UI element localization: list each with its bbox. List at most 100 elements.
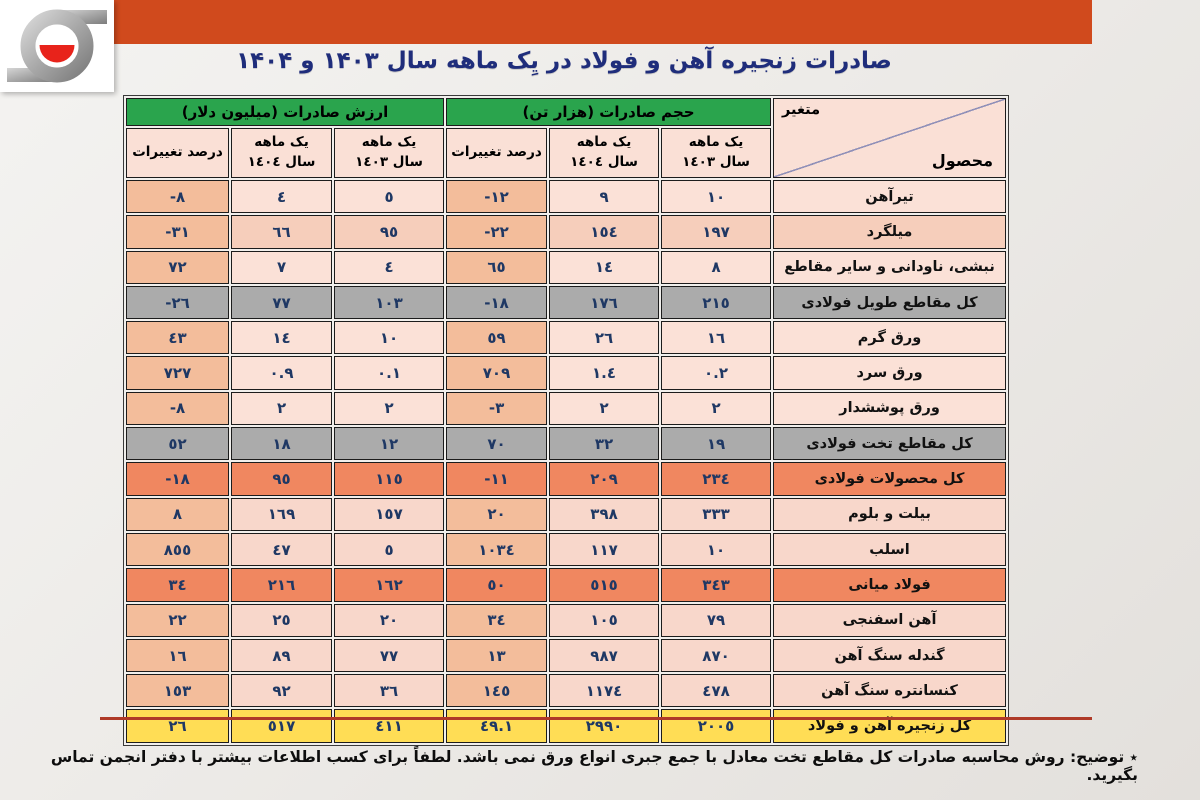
val-pct-cell: ٢٦: [126, 709, 230, 743]
val-1404-cell: ٩٢: [231, 674, 333, 708]
vol-pct-cell: ٣٤: [446, 603, 548, 637]
top-orange-bar: [90, 0, 1092, 44]
val-1404-cell: ٠.٩: [231, 356, 333, 390]
val-1403-cell: ١٥٧: [334, 497, 445, 531]
product-cell: تیرآهن: [773, 180, 1007, 214]
product-cell: ورق پوششدار: [773, 391, 1007, 426]
val-1404-cell: ١٤: [231, 321, 333, 355]
product-cell: ورق گرم: [773, 321, 1007, 355]
subheader-cell-0: یک ماهه سال ١٤٠٣: [661, 128, 772, 178]
val-1404-cell: ٢: [231, 391, 333, 426]
val-1403-cell: ٥: [334, 180, 445, 214]
table-row: آهن اسفنجی ٧٩ ١٠٥ ٣٤ ٢٠ ٢٥ ٢٢: [126, 603, 1007, 637]
vol-1404-cell: ١.٤: [549, 356, 660, 390]
table-row: ورق گرم ١٦ ٢٦ ٥٩ ١٠ ١٤ ٤٣: [126, 321, 1007, 355]
product-cell: نبشی، ناودانی و سایر مقاطع: [773, 250, 1007, 284]
vol-pct-cell: ٤٩.١: [446, 709, 548, 743]
val-1403-cell: ٤: [334, 250, 445, 284]
vol-pct-cell: ١٣: [446, 638, 548, 673]
val-pct-cell: ٣٤: [126, 568, 230, 602]
vol-1404-cell: ٢٦: [549, 321, 660, 355]
vol-1403-cell: ٠.٢: [661, 356, 772, 390]
product-cell: کل محصولات فولادی: [773, 462, 1007, 496]
val-pct-cell: ١٦: [126, 638, 230, 673]
product-cell: فولاد میانی: [773, 568, 1007, 602]
group-header-value: ارزش صادرات (میلیون دلار): [126, 98, 445, 126]
val-1403-cell: ٣٦: [334, 674, 445, 708]
val-pct-cell: ٧٢٧: [126, 356, 230, 390]
vol-1404-cell: ١٠٥: [549, 603, 660, 637]
vol-1403-cell: ٢: [661, 391, 772, 426]
exports-table-container: متغیر محصول حجم صادرات (هزار تن) ارزش صا…: [123, 95, 1010, 746]
group-header-row: متغیر محصول حجم صادرات (هزار تن) ارزش صا…: [126, 98, 1007, 178]
vol-pct-cell: ٥٩: [446, 321, 548, 355]
val-1404-cell: ٨٩: [231, 638, 333, 673]
product-cell: کل زنجیره آهن و فولاد: [773, 709, 1007, 743]
val-1404-cell: ٤: [231, 180, 333, 214]
vol-pct-cell: -٢٢: [446, 215, 548, 249]
vol-1403-cell: ٤٧٨: [661, 674, 772, 708]
vol-1403-cell: ٢٣٤: [661, 462, 772, 496]
vol-1403-cell: ٧٩: [661, 603, 772, 637]
table-row: فولاد میانی ٣٤٣ ٥١٥ ٥٠ ١٦٢ ٢١٦ ٣٤: [126, 568, 1007, 602]
table-row: ورق پوششدار ٢ ٢ -٣ ٢ ٢ -٨: [126, 391, 1007, 426]
vol-1404-cell: ١٧٦: [549, 285, 660, 320]
product-cell: اسلب: [773, 532, 1007, 567]
val-pct-cell: ٢٢: [126, 603, 230, 637]
vol-1404-cell: ١١٧: [549, 532, 660, 567]
vol-1404-cell: ٥١٥: [549, 568, 660, 602]
corner-product-label: محصول: [931, 151, 994, 170]
table-row: اسلب ١٠ ١١٧ ١٠٣٤ ٥ ٤٧ ٨٥٥: [126, 532, 1007, 567]
table-row: ورق سرد ٠.٢ ١.٤ ٧٠٩ ٠.١ ٠.٩ ٧٢٧: [126, 356, 1007, 390]
val-1404-cell: ٧٧: [231, 285, 333, 320]
table-row: میلگرد ١٩٧ ١٥٤ -٢٢ ٩٥ ٦٦ -٣١: [126, 215, 1007, 249]
table-row: نبشی، ناودانی و سایر مقاطع ٨ ١٤ ٦٥ ٤ ٧ ٧٢: [126, 250, 1007, 284]
val-1403-cell: ٧٧: [334, 638, 445, 673]
vol-1403-cell: ١٩٧: [661, 215, 772, 249]
vol-1404-cell: ٣٢: [549, 427, 660, 461]
vol-pct-cell: -١١: [446, 462, 548, 496]
product-cell: ورق سرد: [773, 356, 1007, 390]
vol-1403-cell: ٢١٥: [661, 285, 772, 320]
product-cell: گندله سنگ آهن: [773, 638, 1007, 673]
vol-pct-cell: ١٤٥: [446, 674, 548, 708]
vol-1404-cell: ٩: [549, 180, 660, 214]
val-pct-cell: ٨: [126, 497, 230, 531]
val-1403-cell: ١٢: [334, 427, 445, 461]
page-title: صادرات زنجیره آهن و فولاد در یِک ماهه سا…: [236, 48, 892, 74]
val-1404-cell: ٥١٧: [231, 709, 333, 743]
val-pct-cell: ٥٢: [126, 427, 230, 461]
vol-pct-cell: ١٠٣٤: [446, 532, 548, 567]
product-cell: کل مقاطع طویل فولادی: [773, 285, 1007, 320]
corner-variable-label: متغیر: [782, 102, 821, 118]
vol-pct-cell: ٥٠: [446, 568, 548, 602]
product-cell: کنسانتره سنگ آهن: [773, 674, 1007, 708]
table-row: کنسانتره سنگ آهن ٤٧٨ ١١٧٤ ١٤٥ ٣٦ ٩٢ ١٥٣: [126, 674, 1007, 708]
vol-1404-cell: ٢٠٩: [549, 462, 660, 496]
val-1403-cell: ١٠: [334, 321, 445, 355]
table-row: تیرآهن ١٠ ٩ -١٢ ٥ ٤ -٨: [126, 180, 1007, 214]
subheader-cell-5: درصد تغییرات: [126, 128, 230, 178]
footnote-text: روش محاسبه صادرات کل مقاطع تخت معادل با …: [50, 748, 1138, 784]
footnote: ٭ توضیح: روش محاسبه صادرات کل مقاطع تخت …: [40, 748, 1138, 784]
vol-pct-cell: ٧٠٩: [446, 356, 548, 390]
association-logo: [0, 0, 114, 92]
table-row: بیلت و بلوم ٣٣٣ ٣٩٨ ٢٠ ١٥٧ ١٦٩ ٨: [126, 497, 1007, 531]
val-1404-cell: ٧: [231, 250, 333, 284]
vol-1403-cell: ٢٠٠٥: [661, 709, 772, 743]
vol-1403-cell: ٨٧٠: [661, 638, 772, 673]
val-1404-cell: ٤٧: [231, 532, 333, 567]
divider-line: [100, 717, 1092, 720]
val-1404-cell: ٢٥: [231, 603, 333, 637]
vol-1404-cell: ٣٩٨: [549, 497, 660, 531]
val-1404-cell: ٢١٦: [231, 568, 333, 602]
subheader-cell-1: یک ماهه سال ١٤٠٤: [549, 128, 660, 178]
corner-header-cell: متغیر محصول: [773, 98, 1007, 178]
val-1403-cell: ١٦٢: [334, 568, 445, 602]
subheader-cell-4: یک ماهه سال ١٤٠٤: [231, 128, 333, 178]
vol-1403-cell: ١٠: [661, 532, 772, 567]
val-1403-cell: ٤١١: [334, 709, 445, 743]
product-cell: آهن اسفنجی: [773, 603, 1007, 637]
product-cell: بیلت و بلوم: [773, 497, 1007, 531]
vol-pct-cell: -٣: [446, 391, 548, 426]
